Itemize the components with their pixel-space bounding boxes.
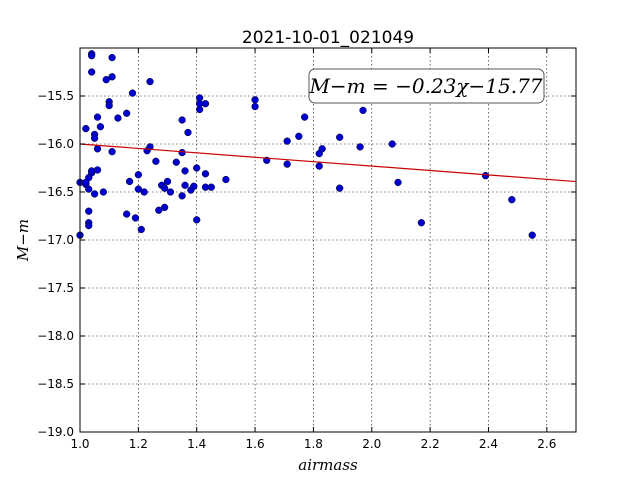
data-point bbox=[193, 164, 201, 172]
data-point bbox=[528, 231, 536, 239]
data-point bbox=[125, 177, 134, 186]
data-point bbox=[315, 162, 323, 170]
y-axis-label: M−m bbox=[14, 219, 32, 262]
grid bbox=[79, 48, 576, 433]
x-tick-label: 2.2 bbox=[421, 437, 440, 451]
data-point bbox=[93, 145, 102, 153]
data-point bbox=[152, 157, 160, 165]
data-point bbox=[140, 188, 148, 196]
data-point bbox=[160, 184, 169, 192]
data-point bbox=[82, 124, 90, 133]
data-point bbox=[93, 113, 102, 121]
data-point bbox=[88, 68, 96, 76]
fit-equation: M−m = −0.23χ−15.77 bbox=[308, 74, 542, 98]
data-point bbox=[123, 109, 131, 117]
data-point bbox=[181, 181, 189, 189]
data-point bbox=[283, 160, 291, 168]
data-point bbox=[178, 116, 186, 124]
data-point bbox=[108, 73, 116, 81]
x-tick-label: 2.6 bbox=[537, 437, 556, 451]
data-point bbox=[160, 203, 169, 212]
data-point bbox=[508, 196, 516, 204]
data-point bbox=[128, 89, 137, 97]
chart-title: 2021-10-01_021049 bbox=[242, 28, 414, 48]
data-point bbox=[102, 76, 110, 84]
data-point bbox=[201, 100, 210, 108]
y-tick-label: −17.5 bbox=[37, 281, 74, 295]
x-tick-label: 1.8 bbox=[304, 437, 323, 451]
data-point bbox=[85, 185, 93, 193]
data-point bbox=[356, 143, 364, 151]
y-tick-label: −16.5 bbox=[37, 185, 74, 199]
x-tick-label: 1.4 bbox=[187, 437, 206, 451]
data-point bbox=[181, 167, 189, 175]
data-point bbox=[114, 114, 122, 122]
data-point bbox=[123, 210, 131, 218]
data-point bbox=[318, 145, 326, 153]
data-point bbox=[178, 148, 186, 157]
y-tick-label: −18.0 bbox=[37, 329, 74, 343]
x-tick-label: 2.0 bbox=[362, 437, 381, 451]
data-point bbox=[93, 166, 102, 174]
y-tick-label: −16.0 bbox=[37, 137, 74, 151]
x-tick-label: 2.4 bbox=[479, 437, 498, 451]
data-point bbox=[251, 102, 259, 111]
x-tick-label: 1.0 bbox=[70, 437, 89, 451]
data-point bbox=[283, 137, 291, 145]
data-point bbox=[336, 133, 344, 141]
data-point bbox=[88, 52, 96, 60]
axis-ticks: 1.0 1.2 1.4 1.6 1.8 2.0 2.2 2.4 2.6 −15.5 −16.0 −16… bbox=[37, 48, 576, 451]
y-tick-label: −18.5 bbox=[37, 377, 74, 391]
data-point bbox=[184, 128, 192, 137]
y-tick-label: −15.5 bbox=[37, 89, 74, 103]
data-point bbox=[301, 113, 309, 121]
data-point bbox=[359, 106, 367, 115]
data-point bbox=[108, 148, 116, 156]
x-tick-label: 1.6 bbox=[246, 437, 265, 451]
data-point bbox=[105, 101, 113, 110]
data-points bbox=[76, 50, 536, 239]
data-point bbox=[146, 77, 154, 86]
y-tick-label: −19.0 bbox=[37, 425, 74, 439]
data-point bbox=[193, 216, 201, 224]
data-point bbox=[481, 172, 490, 180]
fit-legend-box: M−m = −0.23χ−15.77 bbox=[308, 68, 545, 104]
data-point bbox=[96, 123, 105, 131]
data-point bbox=[134, 171, 143, 179]
data-point bbox=[108, 53, 116, 62]
data-point bbox=[388, 140, 396, 148]
data-point bbox=[394, 178, 402, 187]
data-point bbox=[137, 225, 145, 234]
data-point bbox=[172, 158, 180, 166]
data-point bbox=[155, 206, 163, 214]
data-point bbox=[295, 132, 303, 140]
data-point bbox=[336, 184, 344, 192]
fit-line bbox=[79, 143, 577, 183]
data-point bbox=[90, 134, 99, 142]
data-point bbox=[201, 170, 210, 178]
data-point bbox=[99, 188, 107, 196]
data-point bbox=[190, 182, 198, 190]
data-point bbox=[166, 188, 175, 196]
data-point bbox=[131, 214, 140, 222]
y-tick-label: −17.0 bbox=[37, 233, 74, 247]
data-point bbox=[222, 175, 230, 184]
data-point bbox=[251, 96, 259, 104]
data-point bbox=[134, 185, 143, 193]
data-point bbox=[178, 192, 186, 200]
data-point bbox=[417, 219, 426, 227]
x-axis-label: airmass bbox=[298, 456, 358, 474]
data-point bbox=[163, 177, 172, 186]
data-point bbox=[90, 190, 99, 198]
data-point bbox=[85, 221, 93, 230]
data-point bbox=[207, 183, 215, 191]
x-tick-label: 1.2 bbox=[129, 437, 148, 451]
data-point bbox=[85, 207, 93, 215]
